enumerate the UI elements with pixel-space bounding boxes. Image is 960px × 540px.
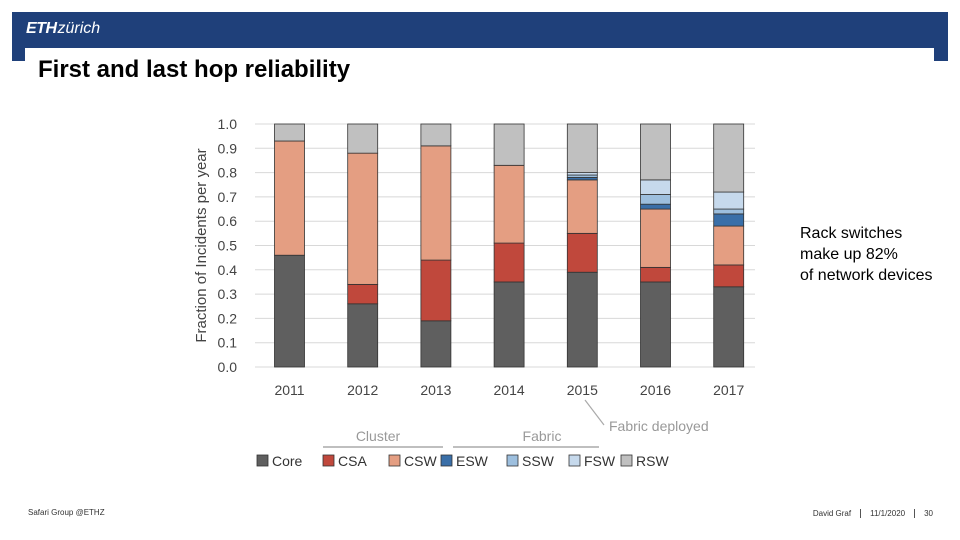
y-tick-label: 0.3 — [218, 286, 238, 302]
legend-swatch — [620, 454, 633, 467]
y-tick-label: 1.0 — [218, 116, 238, 132]
bar-segment-csa — [493, 242, 525, 283]
x-tick-label: 2017 — [713, 382, 744, 398]
bar-segment-csa — [640, 266, 671, 283]
legend-swatch — [568, 454, 581, 467]
legend-label: CSA — [338, 453, 367, 469]
y-tick-label: 0.6 — [218, 213, 238, 229]
legend-swatch — [440, 454, 453, 467]
bar-segment-csa — [420, 259, 452, 322]
legend-swatch — [388, 454, 401, 467]
legend-label: FSW — [584, 453, 616, 469]
header-frame-right — [934, 48, 948, 61]
bar-segment-fsw — [713, 191, 745, 210]
bar-segment-csw — [420, 145, 452, 261]
legend-label: SSW — [522, 453, 555, 469]
legend-label: ESW — [456, 453, 489, 469]
legend-label: RSW — [636, 453, 669, 469]
x-tick-label: 2012 — [347, 382, 378, 398]
bar-segment-rsw — [347, 123, 379, 154]
bar-segment-rsw — [640, 123, 671, 181]
y-tick-label: 0.2 — [218, 310, 238, 326]
footer-group: Safari Group @ETHZ — [28, 508, 105, 517]
logo-bold: ETH — [26, 20, 57, 37]
bar-segment-rsw — [493, 123, 525, 166]
footer-page-number: 30 — [924, 509, 933, 518]
eth-logo: ETHzürich — [26, 20, 100, 38]
slide-title: First and last hop reliability — [38, 56, 351, 83]
footer-separator — [860, 509, 862, 519]
y-tick-label: 0.9 — [218, 140, 238, 156]
bar-segment-fsw — [640, 179, 671, 195]
footer-separator — [914, 509, 916, 519]
footer-date: 11/1/2020 — [870, 509, 906, 518]
bar-segment-csw — [640, 208, 671, 268]
bar-segment-rsw — [420, 123, 452, 147]
x-tick-label: 2015 — [567, 382, 598, 398]
header-bar — [12, 12, 948, 61]
y-tick-label: 0.0 — [218, 359, 238, 375]
side-note: Rack switches make up 82% of network dev… — [800, 223, 960, 286]
bar-segment-esw — [713, 213, 745, 227]
bar-segment-csa — [566, 232, 598, 273]
bar-segment-ssw — [713, 208, 745, 215]
side-note-line: make up 82% — [800, 246, 898, 263]
y-tick-label: 0.1 — [218, 335, 238, 351]
bar-segment-csw — [713, 225, 745, 266]
x-tick-label: 2014 — [494, 382, 525, 398]
y-tick-label: 0.7 — [218, 189, 238, 205]
bar-segment-csa — [713, 264, 745, 288]
legend-swatch — [322, 454, 335, 467]
bar-segment-esw — [640, 203, 671, 210]
logo-rest: zürich — [57, 20, 101, 37]
bar-segment-core — [713, 286, 745, 368]
side-note-line: of network devices — [800, 267, 933, 284]
y-tick-label: 0.5 — [218, 238, 238, 254]
x-tick-label: 2013 — [420, 382, 451, 398]
footer-author: David Graf — [812, 509, 852, 518]
bar-segment-core — [640, 281, 671, 368]
bar-segment-rsw — [713, 123, 745, 193]
y-tick-label: 0.8 — [218, 165, 238, 181]
callout-line — [584, 399, 605, 426]
bar-segment-core — [566, 271, 598, 368]
header-frame-left — [12, 48, 25, 61]
footer-right: David Graf 11/1/2020 30 — [812, 509, 933, 519]
bar-segment-core — [420, 320, 452, 368]
bar-segment-ssw — [640, 194, 671, 205]
bar-segment-rsw — [566, 123, 598, 173]
bar-segment-rsw — [274, 123, 305, 142]
incidents-chart: 0.0 0.1 0.2 0.3 0.4 0.5 0.6 0.7 0.8 0.9 1.0 Fractio… — [193, 116, 755, 469]
bar-segment-csw — [566, 179, 598, 234]
bar-segment-csw — [493, 164, 525, 244]
x-tick-label: 2011 — [274, 382, 304, 398]
bar-segment-csa — [347, 283, 379, 305]
fabric-group-label: Fabric — [523, 428, 562, 444]
bar-segment-csw — [347, 152, 379, 285]
y-axis-label: Fraction of Incidents per year — [193, 148, 210, 342]
side-note-line: Rack switches — [800, 225, 903, 242]
x-tick-label: 2016 — [640, 382, 671, 398]
legend-swatch — [506, 454, 519, 467]
bar-segment-core — [347, 303, 379, 368]
legend-label: Core — [272, 453, 303, 469]
cluster-group-label: Cluster — [356, 428, 401, 444]
callout-label: Fabric deployed — [609, 418, 709, 434]
bar-segment-csw — [274, 140, 305, 256]
legend-label: CSW — [404, 453, 437, 469]
bar-segment-core — [493, 281, 525, 368]
y-tick-label: 0.4 — [218, 262, 238, 278]
legend-swatch — [256, 454, 269, 467]
bar-segment-core — [274, 254, 305, 368]
